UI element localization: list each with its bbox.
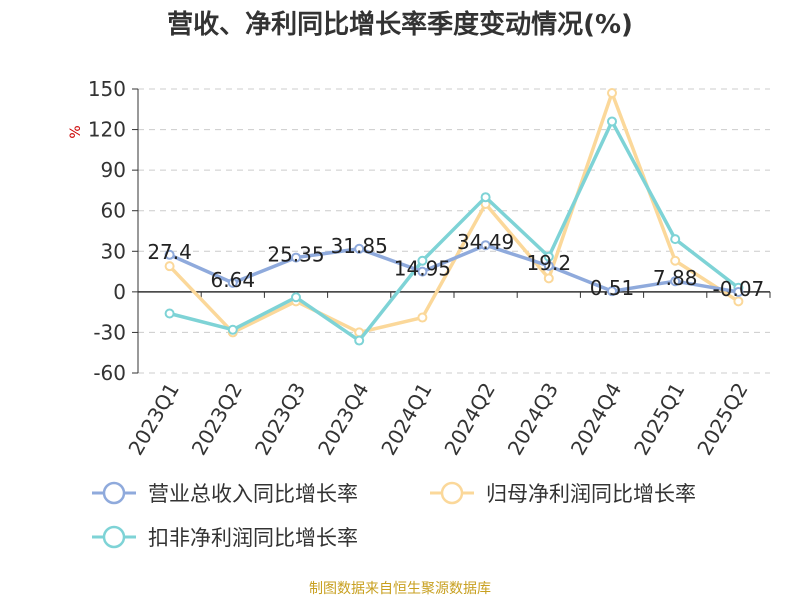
series-line: [168, 243, 739, 294]
y-tick-label: 90: [101, 158, 126, 182]
data-point: [354, 243, 365, 254]
data-point: [543, 273, 554, 284]
data-point: [670, 234, 681, 245]
data-point: [607, 88, 617, 99]
y-tick-label: 120: [88, 118, 126, 142]
data-point: [417, 255, 428, 266]
data-label: 14.95: [394, 257, 451, 281]
y-tick-label: -60: [93, 361, 126, 385]
data-point: [733, 286, 744, 297]
y-axis-label: %: [68, 125, 84, 138]
data-label: -0.07: [713, 277, 765, 301]
legend-label: 营业总收入同比增长率: [148, 482, 358, 506]
legend-marker: [102, 525, 126, 549]
data-point: [733, 296, 744, 307]
chart-title: 营收、净利同比增长率季度变动情况(%): [167, 10, 633, 40]
x-tick-label: 2024Q1: [376, 379, 436, 460]
y-tick-label: 30: [101, 239, 126, 263]
data-point: [164, 261, 175, 272]
x-tick-label: 2023Q4: [313, 379, 373, 460]
data-point: [227, 277, 238, 288]
y-tick-label: -30: [93, 320, 126, 344]
data-point: [164, 308, 175, 319]
data-point: [543, 260, 554, 271]
data-point: [480, 192, 491, 203]
y-tick-label: 0: [113, 280, 126, 304]
x-tick-label: 2025Q1: [629, 379, 689, 460]
data-point: [607, 116, 617, 127]
data-label: 27.4: [147, 240, 192, 264]
data-label: 6.64: [211, 268, 256, 292]
legend-marker: [440, 481, 464, 505]
data-point: [480, 240, 491, 251]
x-tick-label: 2023Q1: [123, 379, 183, 460]
x-tick-label: 2023Q3: [250, 379, 310, 460]
data-point: [291, 252, 301, 263]
data-point: [607, 286, 617, 297]
data-point: [354, 335, 365, 346]
y-tick-label: 60: [101, 199, 126, 223]
data-point: [670, 276, 681, 287]
data-label: 19.2: [527, 251, 572, 275]
data-point: [417, 266, 428, 277]
data-label: 34.49: [457, 230, 514, 254]
x-tick-label: 2024Q3: [503, 379, 563, 460]
source-note: 制图数据来自恒生聚源数据库: [309, 581, 491, 597]
data-label: 7.88: [653, 266, 698, 290]
data-label: 0.51: [590, 276, 635, 300]
data-point: [291, 292, 301, 303]
data-point: [227, 324, 238, 335]
x-tick-label: 2023Q2: [187, 379, 247, 460]
y-tick-label: 150: [88, 77, 126, 101]
data-point: [417, 312, 428, 323]
series-line: [169, 119, 740, 343]
data-point: [670, 255, 681, 266]
legend-marker: [102, 481, 126, 505]
data-point: [543, 251, 554, 262]
data-point: [164, 249, 175, 260]
x-tick-label: 2025Q2: [692, 379, 752, 460]
legend-label: 归母净利润同比增长率: [486, 482, 696, 506]
legend-label: 扣非净利润同比增长率: [148, 526, 358, 550]
data-label: 25.35: [267, 243, 324, 267]
x-tick-label: 2024Q4: [566, 379, 626, 460]
x-tick-label: 2024Q2: [439, 378, 499, 459]
data-label: 31.85: [331, 234, 388, 258]
